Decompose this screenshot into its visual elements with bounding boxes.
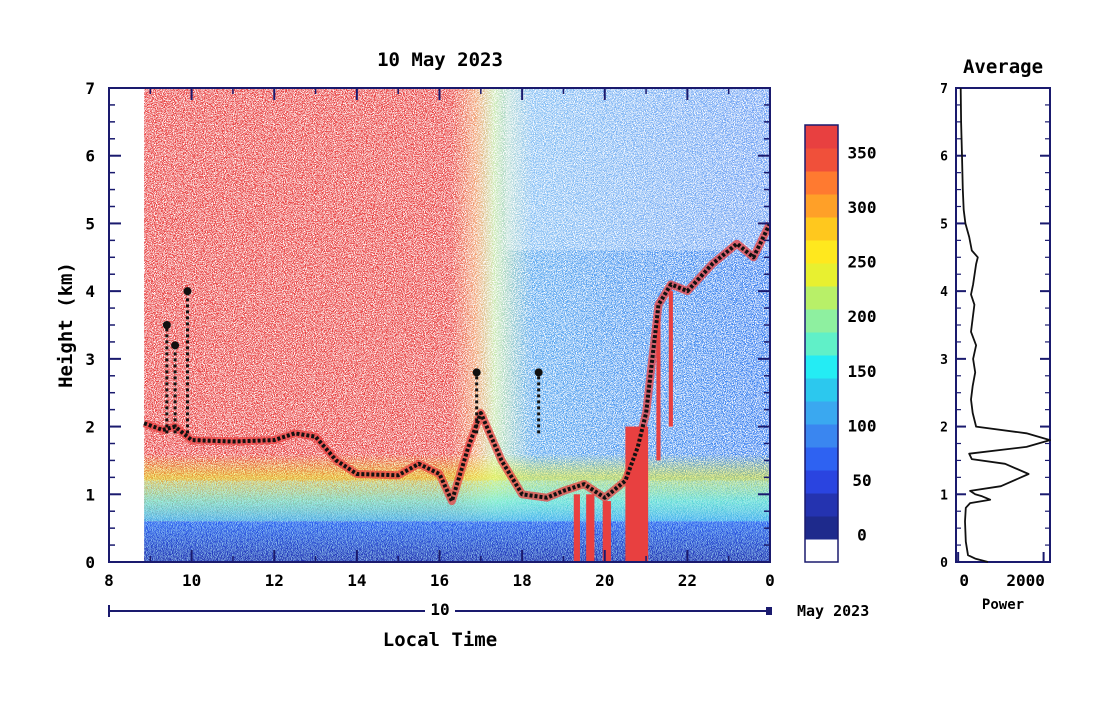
colorbar-swatch — [805, 378, 838, 402]
cloud-layer-overlay — [142, 221, 770, 506]
colorbar-swatch — [805, 447, 838, 471]
colorbar-tick-label: 50 — [852, 471, 871, 490]
profile-y-tick-label: 7 — [940, 82, 948, 97]
colorbar-swatch — [805, 148, 838, 172]
colorbar-swatch — [805, 401, 838, 425]
cloud-plume-top — [183, 287, 192, 296]
colorbar-swatch — [805, 332, 838, 356]
cloud-plume-top — [171, 341, 180, 350]
colorbar-swatch — [805, 125, 838, 149]
profile-y-tick-label: 5 — [940, 217, 948, 232]
colorbar-swatch — [805, 424, 838, 448]
colorbar-swatch — [805, 355, 838, 379]
main-y-axis-label: Height (km) — [55, 262, 77, 388]
x-tick-label: 18 — [512, 571, 531, 590]
heatmap-field — [144, 88, 770, 562]
y-tick-label: 2 — [85, 418, 95, 437]
colorbar: 0 50 100 150 200 250 300 350 — [804, 124, 877, 563]
main-x-axis-label: Local Time — [383, 629, 497, 651]
cloud-base-layer — [143, 222, 770, 504]
x-tick-label: 0 — [765, 571, 775, 590]
date-row-day-label: 10 — [430, 600, 449, 619]
y-tick-label: 4 — [85, 282, 95, 301]
colorbar-swatch — [805, 171, 838, 195]
profile-line — [959, 87, 1051, 563]
x-tick-label: 22 — [678, 571, 697, 590]
colorbar-swatch — [805, 263, 838, 287]
colorbar-tick-label: 200 — [848, 307, 877, 326]
y-tick-label: 3 — [85, 350, 95, 369]
profile-x-tick-label: 0 — [959, 571, 969, 590]
profile-x-axis-label: Power — [982, 597, 1024, 613]
precipitation-shaft — [586, 494, 595, 562]
main-chart-title: 10 May 2023 — [377, 49, 503, 71]
colorbar-tick-label: 150 — [848, 362, 877, 381]
profile-y-tick-label: 3 — [940, 353, 948, 368]
date-row — [108, 605, 772, 617]
colorbar-swatch — [805, 493, 838, 517]
cloud-plume-top — [534, 368, 543, 377]
y-tick-label: 1 — [85, 485, 95, 504]
profile-y-tick-label: 6 — [940, 150, 948, 165]
profile-y-tick-label: 1 — [940, 488, 948, 503]
x-tick-label: 12 — [265, 571, 284, 590]
profile-axes: 0 1 2 3 4 5 6 7 0 2000 — [940, 82, 1051, 590]
colorbar-tick-label: 0 — [857, 526, 867, 545]
profile-y-tick-label: 4 — [940, 285, 948, 300]
colorbar-tick-label: 300 — [848, 198, 877, 217]
x-tick-label: 10 — [182, 571, 201, 590]
precipitation-shaft — [602, 501, 611, 562]
colorbar-swatch — [805, 470, 838, 494]
precipitation-shaft — [668, 291, 673, 427]
colorbar-tick-label: 250 — [848, 253, 877, 272]
cloud-plume-top — [162, 321, 171, 329]
colorbar-swatch — [805, 309, 838, 333]
colorbar-tick-label: 100 — [848, 416, 877, 435]
colorbar-frame — [804, 124, 839, 563]
x-tick-label: 8 — [104, 571, 114, 590]
precipitation-shaft — [573, 494, 580, 562]
colorbar-swatch — [805, 217, 838, 241]
y-tick-label: 5 — [85, 214, 95, 233]
profile-title: Average — [963, 56, 1043, 78]
date-row-end-marker — [766, 607, 772, 615]
x-tick-label: 20 — [595, 571, 614, 590]
colorbar-swatch — [805, 286, 838, 310]
y-tick-label: 6 — [85, 147, 95, 166]
x-tick-label: 14 — [347, 571, 366, 590]
profile-y-tick-label: 0 — [940, 556, 948, 571]
colorbar-swatch — [805, 240, 838, 264]
y-tick-label: 0 — [85, 553, 95, 572]
colorbar-swatch — [805, 194, 838, 218]
precipitation-shaft — [656, 318, 661, 461]
profile-x-tick-label: 2000 — [1006, 571, 1045, 590]
date-row-month-label: May 2023 — [797, 602, 869, 620]
cloud-plume-top — [472, 368, 481, 377]
colorbar-swatch — [805, 539, 838, 563]
colorbar-tick-label: 350 — [848, 143, 877, 162]
sparse-echo-region — [505, 88, 770, 251]
colorbar-swatch — [805, 516, 838, 540]
x-tick-label: 16 — [430, 571, 449, 590]
y-tick-label: 7 — [85, 79, 95, 98]
profile-y-tick-label: 2 — [940, 421, 948, 436]
